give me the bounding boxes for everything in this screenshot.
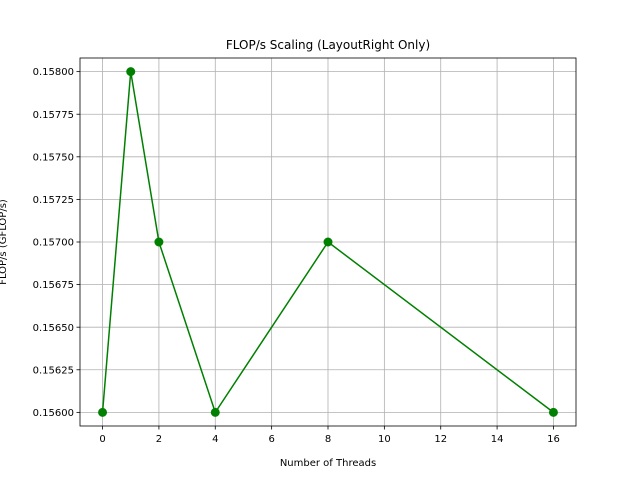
x-tick-label: 10 [378,434,391,445]
ticks: 0 2 4 6 8 10 12 14 16 0.15600 0.15625 0.15650 0.1567… [33,67,560,445]
x-tick-label: 2 [156,434,162,445]
data-point [154,237,164,247]
x-tick-label: 12 [434,434,447,445]
data-point [126,67,136,77]
series-line [101,70,554,414]
x-tick-label: 8 [325,434,331,445]
x-tick-label: 6 [268,434,274,445]
y-tick-label: 0.15675 [33,280,74,291]
y-tick-label: 0.15725 [33,195,74,206]
x-tick-label: 4 [212,434,218,445]
x-tick-label: 14 [491,434,504,445]
data-point [548,407,558,417]
plot-frame [79,57,577,427]
x-tick-label: 0 [99,434,105,445]
chart-title: FLOP/s Scaling (LayoutRight Only) [226,38,430,52]
y-tick-label: 0.15600 [33,408,74,419]
y-tick-label: 0.15625 [33,365,74,376]
y-tick-label: 0.15650 [33,323,74,334]
data-point [98,407,108,417]
y-tick-label: 0.15700 [33,238,74,249]
series-group [98,67,558,417]
data-point [210,407,220,417]
x-tick-label: 16 [547,434,560,445]
y-axis-label: FLOP/s (GFLOP/s) [0,199,9,285]
y-tick-label: 0.15750 [33,152,74,163]
x-axis-label: Number of Threads [280,458,376,469]
y-tick-label: 0.15800 [33,67,74,78]
data-point [323,237,333,247]
y-tick-label: 0.15775 [33,110,74,121]
